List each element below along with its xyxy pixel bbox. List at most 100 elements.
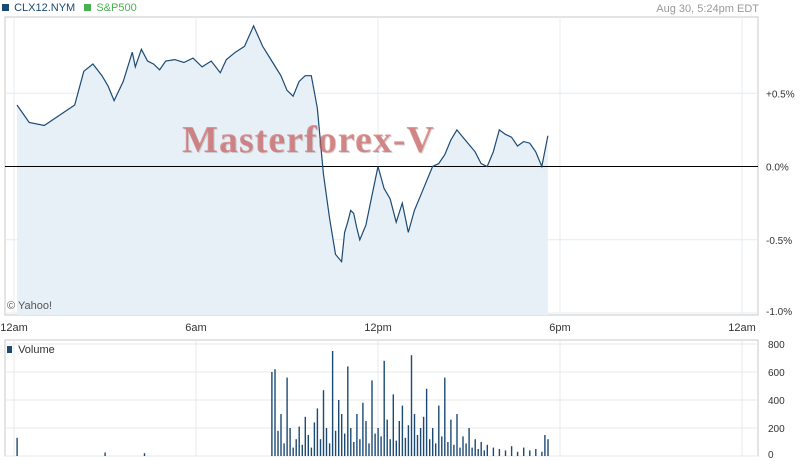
x-tick-3: 6pm: [549, 322, 570, 334]
volume-bar: [143, 453, 146, 456]
time-x-tick-labels: 12am 6am 12pm 6pm 12am: [0, 322, 756, 334]
volume-bar: [407, 425, 410, 456]
volume-bar: [462, 436, 464, 456]
volume-bar: [438, 405, 440, 456]
yahoo-credit: © Yahoo!: [7, 300, 53, 312]
volume-bar: [322, 390, 325, 456]
volume-bar: [459, 447, 461, 456]
volume-bar: [486, 444, 488, 456]
volume-bar: [535, 449, 537, 456]
volume-bar: [504, 450, 507, 456]
volume-bar: [468, 428, 470, 456]
volume-bar: [483, 450, 485, 456]
volume-bar: [510, 446, 513, 456]
volume-bar: [392, 394, 394, 456]
volume-bar: [544, 435, 546, 456]
volume-bar: [277, 430, 279, 456]
volume-bar: [498, 449, 501, 456]
volume-bar: [368, 443, 370, 456]
volume-bar: [447, 442, 449, 456]
volume-bar: [286, 377, 288, 456]
volume-bar: [474, 439, 476, 456]
volume-bar: [319, 439, 322, 456]
volume-bar: [477, 449, 479, 456]
volume-y-tick-1: 200: [768, 424, 785, 435]
volume-bar: [471, 447, 473, 456]
volume-bar: [374, 433, 376, 456]
volume-bar: [429, 439, 431, 456]
volume-bar: [295, 439, 297, 456]
volume-bar: [380, 436, 382, 456]
x-tick-4: 12am: [728, 322, 756, 334]
volume-bar: [292, 447, 294, 456]
volume-label: Volume: [18, 344, 55, 356]
volume-swatch: [7, 346, 12, 353]
volume-bar: [529, 450, 531, 456]
volume-bar: [516, 451, 519, 456]
volume-bar: [353, 442, 355, 456]
volume-bar: [271, 372, 273, 456]
volume-bar: [313, 422, 316, 456]
volume-bar: [444, 377, 446, 456]
price-y-tick-1: 0.0%: [766, 163, 789, 174]
volume-bar: [316, 408, 319, 456]
legend-swatch-clx12: [2, 4, 9, 11]
volume-bar: [450, 419, 452, 456]
volume-bar: [289, 428, 291, 456]
volume-bar: [371, 380, 373, 456]
volume-bar: [410, 355, 413, 456]
volume-bar: [356, 414, 358, 456]
volume-bar: [362, 402, 364, 456]
volume-bar: [422, 416, 425, 456]
watermark-text: Masterforex-V: [182, 119, 435, 161]
legend-label-sp500[interactable]: S&P500: [96, 2, 137, 14]
volume-bar: [331, 351, 334, 456]
volume-bar: [395, 440, 397, 456]
legend: CLX12.NYM S&P500: [2, 2, 137, 14]
volume-bar: [547, 439, 549, 456]
volume-bars: [16, 351, 549, 456]
volume-bar: [453, 444, 455, 456]
volume-bar: [389, 439, 391, 456]
x-tick-0: 12am: [0, 322, 28, 334]
volume-legend: Volume: [7, 344, 55, 356]
volume-bar: [359, 439, 361, 456]
volume-bar: [425, 388, 428, 456]
price-series-line[interactable]: [16, 24, 549, 264]
price-y-tick-3: -1.0%: [766, 307, 792, 318]
legend-label-clx12[interactable]: CLX12.NYM: [14, 2, 76, 14]
volume-bar: [432, 428, 434, 456]
volume-bar: [347, 366, 349, 456]
volume-bar: [413, 414, 416, 456]
volume-bar: [541, 451, 543, 456]
volume-bar: [523, 447, 525, 456]
price-y-tick-0: +0.5%: [766, 89, 795, 100]
volume-bar: [383, 360, 385, 456]
volume-y-tick-labels: 0 200 400 600 800: [768, 340, 785, 461]
volume-bar: [338, 400, 340, 456]
volume-bar: [398, 421, 400, 456]
volume-bar: [280, 414, 282, 456]
volume-bar: [325, 428, 328, 456]
x-tick-1: 6am: [185, 322, 206, 334]
volume-bar: [419, 428, 422, 456]
volume-y-tick-3: 600: [768, 368, 785, 379]
volume-bar: [441, 436, 443, 456]
timestamp: Aug 30, 5:24pm EDT: [656, 3, 759, 15]
volume-bar: [104, 452, 106, 456]
volume-y-tick-2: 400: [768, 396, 785, 407]
volume-bar: [283, 443, 285, 456]
volume-bar: [344, 433, 346, 456]
volume-bar: [492, 447, 495, 456]
volume-bar: [328, 443, 331, 456]
volume-bar: [334, 430, 337, 456]
volume-y-tick-4: 800: [768, 340, 785, 351]
x-tick-2: 12pm: [364, 322, 392, 334]
volume-bar: [404, 437, 407, 456]
volume-bar: [386, 419, 388, 456]
volume-bar: [435, 443, 437, 456]
volume-bar: [307, 435, 309, 456]
volume-bar: [465, 443, 467, 456]
volume-bar: [298, 426, 300, 456]
